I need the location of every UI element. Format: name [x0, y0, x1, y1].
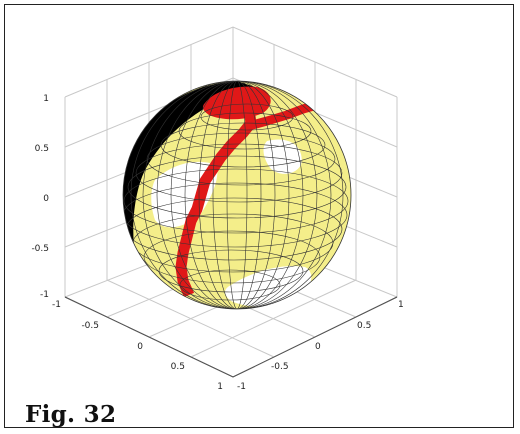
y-tick: 0	[315, 342, 321, 352]
red-band-branch	[243, 100, 319, 132]
z-axis-ticks: 1 0.5 0 -0.5 -1	[31, 94, 49, 300]
x-axis-ticks: -1 -0.5 0 0.5 1	[52, 300, 223, 392]
x-tick: -1	[52, 300, 61, 310]
z-tick: 0.5	[35, 144, 49, 154]
y-axis-ticks: -1 -0.5 0 0.5 1	[237, 300, 404, 392]
x-tick: -0.5	[81, 321, 99, 331]
y-tick: -1	[237, 382, 246, 392]
figure-caption: Fig. 32	[25, 401, 117, 428]
x-tick: 1	[217, 382, 223, 392]
sphere	[122, 80, 352, 310]
x-tick: 0.5	[171, 362, 185, 372]
floor-front-edge	[64, 296, 398, 378]
sphere-outline	[122, 80, 352, 310]
sphere-plot: 1 0.5 0 -0.5 -1 -1 -0.5 0 0.5 1 -1 -0.5 …	[31, 26, 404, 392]
y-tick: 0.5	[357, 321, 371, 331]
x-tick: 0	[137, 342, 143, 352]
y-tick: 1	[398, 300, 404, 310]
z-tick: 1	[43, 94, 49, 104]
z-tick: 0	[43, 194, 49, 204]
red-band	[175, 108, 257, 298]
z-tick: -0.5	[31, 244, 49, 254]
dark-region	[123, 81, 255, 263]
figure-frame: 1 0.5 0 -0.5 -1 -1 -0.5 0 0.5 1 -1 -0.5 …	[4, 4, 514, 428]
y-tick: -0.5	[271, 362, 289, 372]
z-tick: -1	[40, 290, 49, 300]
